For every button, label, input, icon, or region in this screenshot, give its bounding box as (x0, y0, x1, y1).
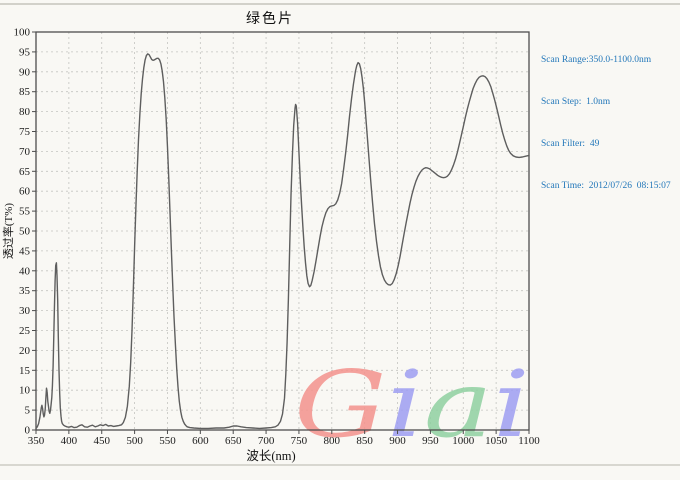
scan-artifact-line-top (0, 3, 680, 5)
y-tick-label: 10 (19, 385, 31, 397)
y-tick-label: 30 (19, 305, 31, 317)
y-tick-label: 95 (19, 46, 31, 58)
watermark-letter: G (294, 351, 387, 458)
watermark-letter: a (424, 351, 493, 458)
x-tick-label: 850 (356, 435, 373, 447)
y-tick-label: 100 (14, 27, 31, 39)
y-tick-label: 75 (19, 126, 31, 138)
scan-artifact-line-bottom (0, 464, 680, 466)
x-tick-label: 1000 (452, 435, 475, 447)
scan-time-text: Scan Time: 2012/07/26 08:15:07 (541, 181, 671, 191)
y-tick-label: 50 (19, 226, 31, 238)
x-tick-label: 400 (61, 435, 78, 447)
scan-range-text: Scan Range:350.0-1100.0nm (541, 55, 652, 65)
y-tick-label: 70 (19, 146, 31, 158)
x-tick-label: 350 (28, 435, 45, 447)
x-tick-label: 600 (192, 435, 209, 447)
x-tick-label: 650 (225, 435, 242, 447)
x-tick-label: 950 (422, 435, 439, 447)
x-tick-label: 700 (258, 435, 275, 447)
y-axis-label: 透过率(T%) (3, 202, 15, 260)
y-tick-label: 0 (25, 425, 31, 437)
y-tick-label: 55 (19, 206, 31, 218)
scan-filter-text: Scan Filter: 49 (541, 139, 600, 149)
y-tick-label: 25 (19, 325, 31, 337)
y-tick-label: 85 (19, 86, 31, 98)
y-tick-label: 45 (19, 245, 31, 257)
y-tick-label: 60 (19, 186, 31, 198)
chart-title: 绿色片 (246, 12, 294, 27)
y-tick-label: 65 (19, 166, 31, 178)
y-tick-label: 90 (19, 66, 31, 78)
x-tick-label: 1050 (485, 435, 508, 447)
x-tick-label: 550 (159, 435, 176, 447)
x-axis-label: 波长(nm) (246, 449, 296, 463)
x-tick-label: 900 (389, 435, 406, 447)
scan-info-block: Scan Range:350.0-1100.0nm Scan Step: 1.0… (541, 25, 671, 221)
x-tick-label: 750 (291, 435, 308, 447)
y-tick-label: 20 (19, 345, 31, 357)
x-tick-label: 500 (126, 435, 143, 447)
x-tick-label: 450 (93, 435, 110, 447)
transmittance-curve (35, 53, 530, 430)
y-tick-label: 80 (19, 106, 31, 118)
x-tick-label: 800 (324, 435, 341, 447)
watermark-letter: i (493, 351, 530, 458)
scan-step-text: Scan Step: 1.0nm (541, 97, 611, 107)
y-tick-label: 35 (19, 285, 31, 297)
y-tick-label: 5 (25, 405, 31, 417)
y-tick-label: 15 (19, 365, 31, 377)
watermark-letter: i (387, 351, 424, 458)
y-tick-label: 40 (19, 265, 31, 277)
x-tick-label: 1100 (518, 435, 540, 447)
